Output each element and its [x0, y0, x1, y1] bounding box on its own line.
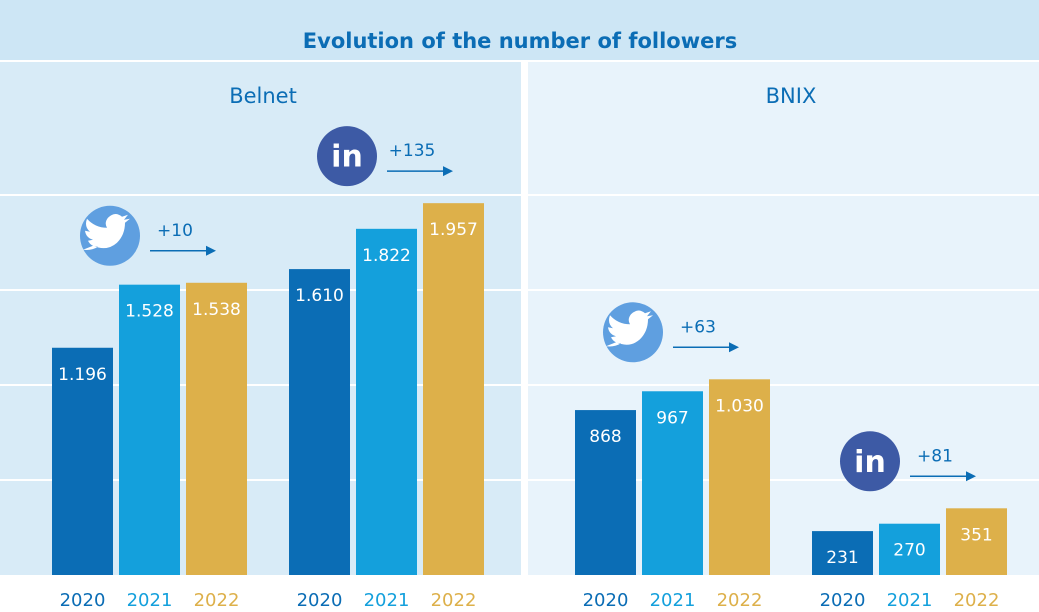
value-label: 1.196 — [58, 365, 107, 385]
year-label: 2022 — [954, 590, 1000, 611]
value-label: 1.538 — [192, 300, 241, 320]
panel-title: BNIX — [766, 84, 817, 108]
value-label: 1.528 — [125, 302, 174, 322]
value-label: 1.822 — [362, 246, 411, 266]
change-label: +135 — [389, 141, 436, 161]
arrow-head — [443, 166, 453, 177]
value-label: 967 — [656, 408, 688, 428]
bar — [186, 282, 247, 575]
value-label: 1.610 — [295, 286, 344, 306]
year-label: 2021 — [650, 590, 696, 611]
year-label: 2021 — [887, 590, 933, 611]
chart-title: Evolution of the number of followers — [303, 29, 737, 53]
bar — [812, 531, 873, 575]
bar — [423, 203, 484, 576]
arrow-head — [729, 342, 739, 353]
year-label: 2020 — [60, 590, 106, 611]
change-label: +10 — [157, 221, 193, 241]
year-label: 2020 — [820, 590, 866, 611]
year-label: 2021 — [127, 590, 173, 611]
linkedin-icon — [317, 126, 377, 187]
bar — [356, 228, 417, 575]
bar — [879, 523, 940, 575]
bar — [709, 379, 770, 575]
bar — [575, 410, 636, 575]
value-label: 270 — [893, 541, 925, 561]
value-label: 868 — [589, 427, 621, 447]
arrow-head — [206, 245, 216, 256]
change-label: +81 — [917, 446, 953, 466]
value-label: 1.957 — [429, 220, 478, 240]
year-label: 2020 — [583, 590, 629, 611]
twitter-bird — [83, 214, 130, 250]
bar — [119, 284, 180, 575]
header-band — [0, 0, 1039, 60]
change-label: +63 — [680, 317, 716, 337]
panel-title: Belnet — [229, 84, 297, 108]
twitter-bird — [606, 310, 653, 347]
year-label: 2022 — [717, 590, 763, 611]
bar — [289, 269, 350, 575]
year-label: 2020 — [297, 590, 343, 611]
arrow-head — [966, 471, 976, 482]
value-label: 231 — [826, 548, 858, 568]
icon-label: in — [854, 445, 886, 480]
value-label: 351 — [960, 525, 992, 545]
bar — [946, 508, 1007, 575]
bar — [642, 391, 703, 575]
year-label: 2022 — [194, 590, 240, 611]
year-label: 2022 — [431, 590, 477, 611]
value-label: 1.030 — [715, 396, 764, 416]
bar — [52, 347, 113, 575]
icon-label: in — [331, 140, 363, 175]
linkedin-icon — [840, 431, 900, 492]
year-label: 2021 — [364, 590, 410, 611]
